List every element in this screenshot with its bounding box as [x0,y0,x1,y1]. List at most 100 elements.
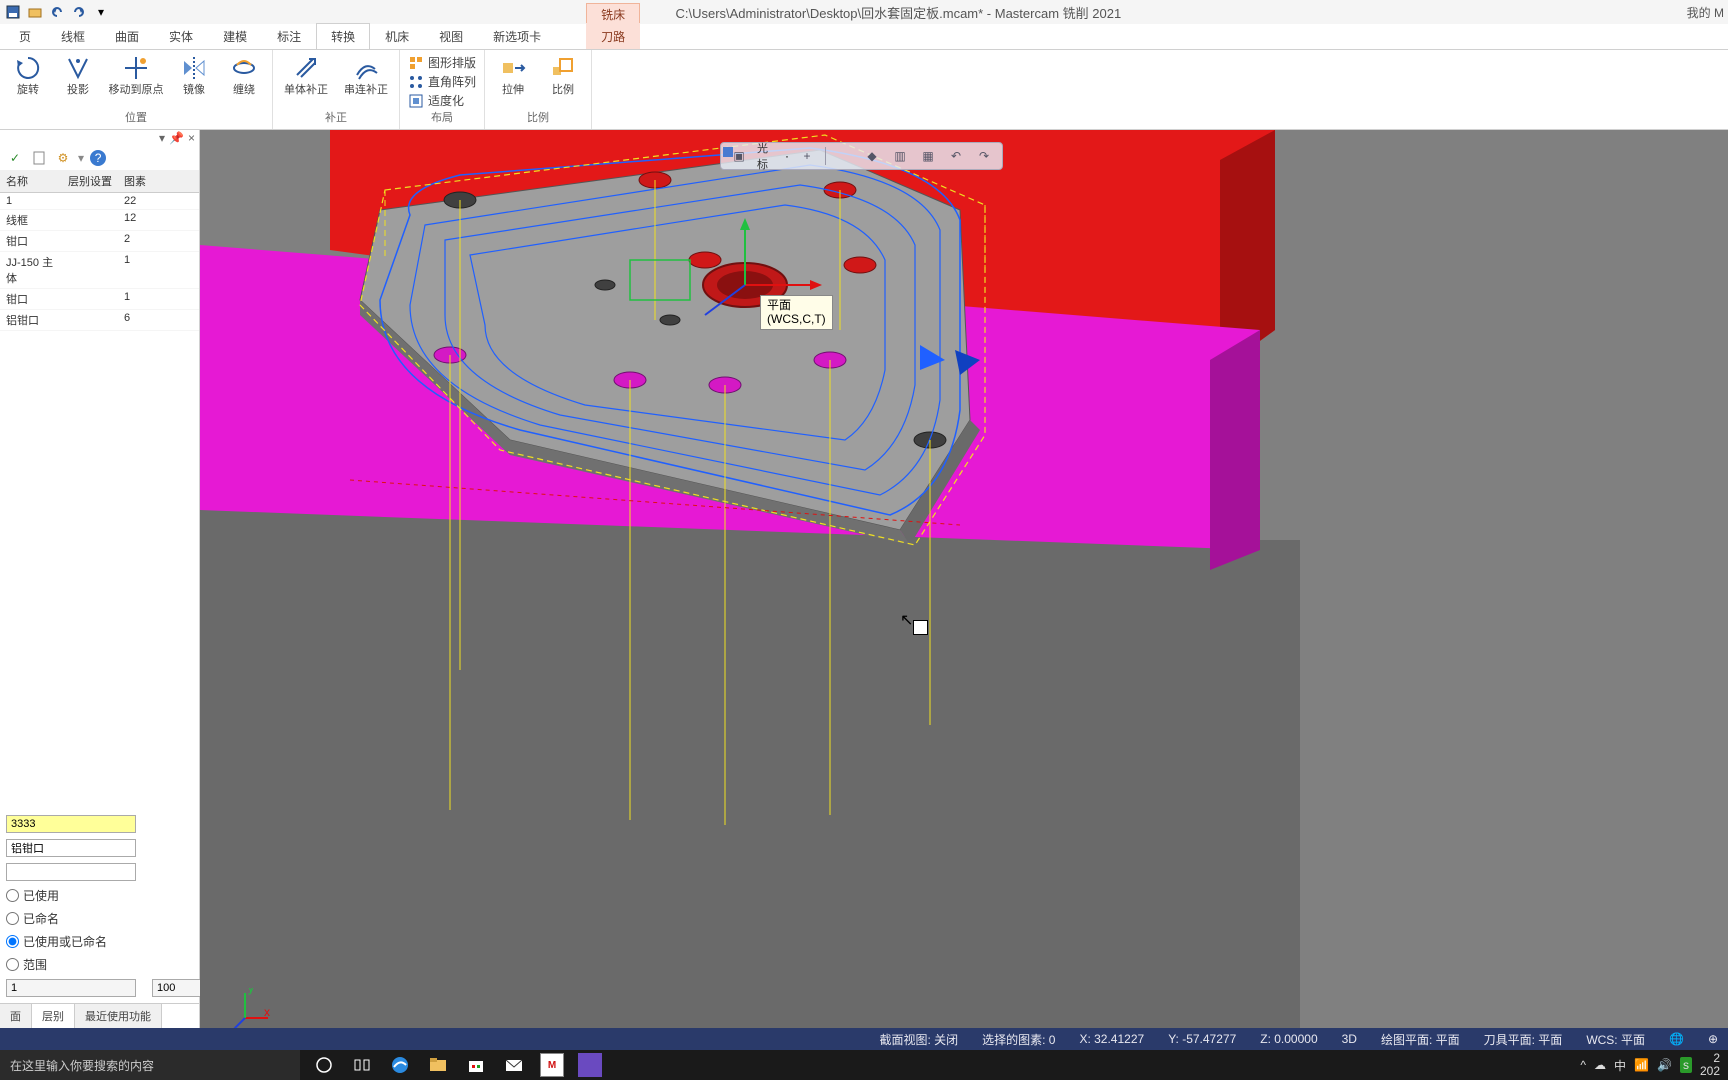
qat-undo-icon[interactable] [48,3,66,21]
cortana-icon[interactable] [312,1053,336,1077]
level-row[interactable]: 钳口1 [0,289,199,310]
viewport[interactable]: 平面 (WCS,C,T) ▣ 光标 · + ◆ ▥ ▦ ↶ ↷ ↖ y [200,130,1728,1028]
level-row[interactable]: 钳口2 [0,231,199,252]
scale-button[interactable]: 比例 [543,54,583,96]
move-to-origin-button[interactable]: 移动到原点 [108,54,164,96]
qat-save-icon[interactable] [4,3,22,21]
tray-wifi-icon[interactable]: 📶 [1634,1058,1649,1072]
wcs-label: 平面 (WCS,C,T) [760,295,833,330]
mirror-button[interactable]: 镜像 [174,54,214,96]
panel-tab-levels[interactable]: 层别 [32,1004,75,1028]
app-icon[interactable] [578,1053,602,1077]
wrap-button[interactable]: 缠绕 [224,54,264,96]
status-globe-icon[interactable]: 🌐 [1669,1032,1684,1046]
floating-toolbar: ▣ 光标 · + ◆ ▥ ▦ ↶ ↷ [720,142,1003,170]
nest-button[interactable]: 图形排版 [408,54,476,71]
opt-range[interactable]: 范围 [6,956,193,973]
context-tab-toolpath[interactable]: 刀路 [586,23,640,49]
ft-cursor-icon[interactable]: 光标 [757,146,777,166]
level-row[interactable]: 铝钳口6 [0,310,199,331]
rotate-button[interactable]: 旋转 [8,54,48,96]
stretch-button[interactable]: 拉伸 [493,54,533,96]
status-cplane[interactable]: 绘图平面: 平面 [1381,1031,1460,1048]
levels-header: 名称 层别设置 图素 [0,170,199,193]
single-offset-button[interactable]: 单体补正 [281,54,331,96]
tab-page[interactable]: 页 [4,23,46,49]
cursor-arrow-icon: ↖ [900,610,913,630]
opt-used[interactable]: 已使用 [6,887,193,904]
panel-tab-recent[interactable]: 最近使用功能 [75,1004,162,1028]
explorer-icon[interactable] [426,1053,450,1077]
ft-point-icon[interactable]: · [785,149,789,163]
project-button[interactable]: 投影 [58,54,98,96]
toolbar-gear-icon[interactable]: ⚙ [54,149,72,167]
tab-transform[interactable]: 转换 [316,23,370,49]
panel-tab-plane[interactable]: 面 [0,1004,32,1028]
qat-open-icon[interactable] [26,3,44,21]
status-section-view[interactable]: 截面视图: 关闭 [879,1031,958,1048]
tab-solid[interactable]: 实体 [154,23,208,49]
context-tab-mill[interactable]: 铣床 [586,3,640,23]
panel-close-icon[interactable]: × [188,131,195,145]
panel-tabs: 面 层别 最近使用功能 [0,1003,199,1028]
level-number-input[interactable] [6,815,136,833]
range-from-input[interactable] [6,979,136,997]
ft-face-icon[interactable]: ◆ [862,146,882,166]
col-name[interactable]: 名称 [0,170,62,192]
tray-date[interactable]: 202 [1700,1065,1720,1078]
ft-solid-icon[interactable] [834,146,854,166]
qat-dropdown-icon[interactable]: ▾ [92,3,110,21]
col-entities[interactable]: 图素 [118,170,168,192]
task-view-icon[interactable] [350,1053,374,1077]
opt-named[interactable]: 已命名 [6,910,193,927]
titlebar: ▾ C:\Users\Administrator\Desktop\回水套固定板.… [0,0,1728,24]
tray-badge-icon[interactable]: s [1680,1057,1692,1073]
ft-redo-icon[interactable]: ↷ [974,146,994,166]
level-row[interactable]: 线框12 [0,210,199,231]
level-row[interactable]: 122 [0,193,199,210]
level-name-input[interactable] [6,839,136,857]
level-row[interactable]: JJ-150 主体1 [0,252,199,289]
tab-drafting[interactable]: 标注 [262,23,316,49]
status-target-icon[interactable]: ⊕ [1708,1032,1718,1046]
ft-undo-icon[interactable]: ↶ [946,146,966,166]
tab-surface[interactable]: 曲面 [100,23,154,49]
ft-origin-icon[interactable]: + [797,146,817,166]
tray-volume-icon[interactable]: 🔊 [1657,1058,1672,1072]
tray-cloud-icon[interactable]: ☁ [1594,1058,1606,1072]
ft-body-icon[interactable]: ▦ [918,146,938,166]
status-wcs[interactable]: WCS: 平面 [1586,1031,1645,1048]
toolbar-checkmark-icon[interactable]: ✓ [6,149,24,167]
toolbar-help-icon[interactable]: ? [90,150,106,166]
mail-icon[interactable] [502,1053,526,1077]
status-z: Z: 0.00000 [1260,1032,1317,1046]
tab-machine[interactable]: 机床 [370,23,424,49]
store-icon[interactable] [464,1053,488,1077]
tab-wireframe[interactable]: 线框 [46,23,100,49]
col-visibility[interactable]: 层别设置 [62,170,118,192]
tray-ime-icon[interactable]: 中 [1614,1057,1626,1074]
rect-array-button[interactable]: 直角阵列 [408,73,476,90]
quick-access-toolbar: ▾ [4,3,110,21]
ribbon-group-layout: 图形排版 直角阵列 适度化 布局 [400,50,485,129]
ribbon-group-offset: 单体补正 串连补正 补正 [273,50,400,129]
tray-up-icon[interactable]: ^ [1580,1058,1586,1072]
panel-pin-icon[interactable]: 📌 [169,131,184,145]
mastercam-icon[interactable]: M [540,1053,564,1077]
status-bar: 截面视图: 关闭 选择的图素: 0 X: 32.41227 Y: -57.472… [0,1028,1728,1050]
edge-icon[interactable] [388,1053,412,1077]
chain-offset-button[interactable]: 串连补正 [341,54,391,96]
tab-new[interactable]: 新选项卡 [478,23,556,49]
taskbar-search[interactable]: 在这里输入你要搜索的内容 [0,1050,300,1080]
tab-view[interactable]: 视图 [424,23,478,49]
panel-dropdown-icon[interactable]: ▾ [159,131,165,145]
status-tplane[interactable]: 刀具平面: 平面 [1484,1031,1563,1048]
tab-model[interactable]: 建模 [208,23,262,49]
ft-edge-icon[interactable]: ▥ [890,146,910,166]
opt-used-or-named[interactable]: 已使用或已命名 [6,933,193,950]
fit-button[interactable]: 适度化 [408,92,476,109]
toolbar-sheet-icon[interactable] [30,149,48,167]
qat-redo-icon[interactable] [70,3,88,21]
level-set-input[interactable] [6,863,136,881]
status-mode[interactable]: 3D [1342,1032,1357,1046]
